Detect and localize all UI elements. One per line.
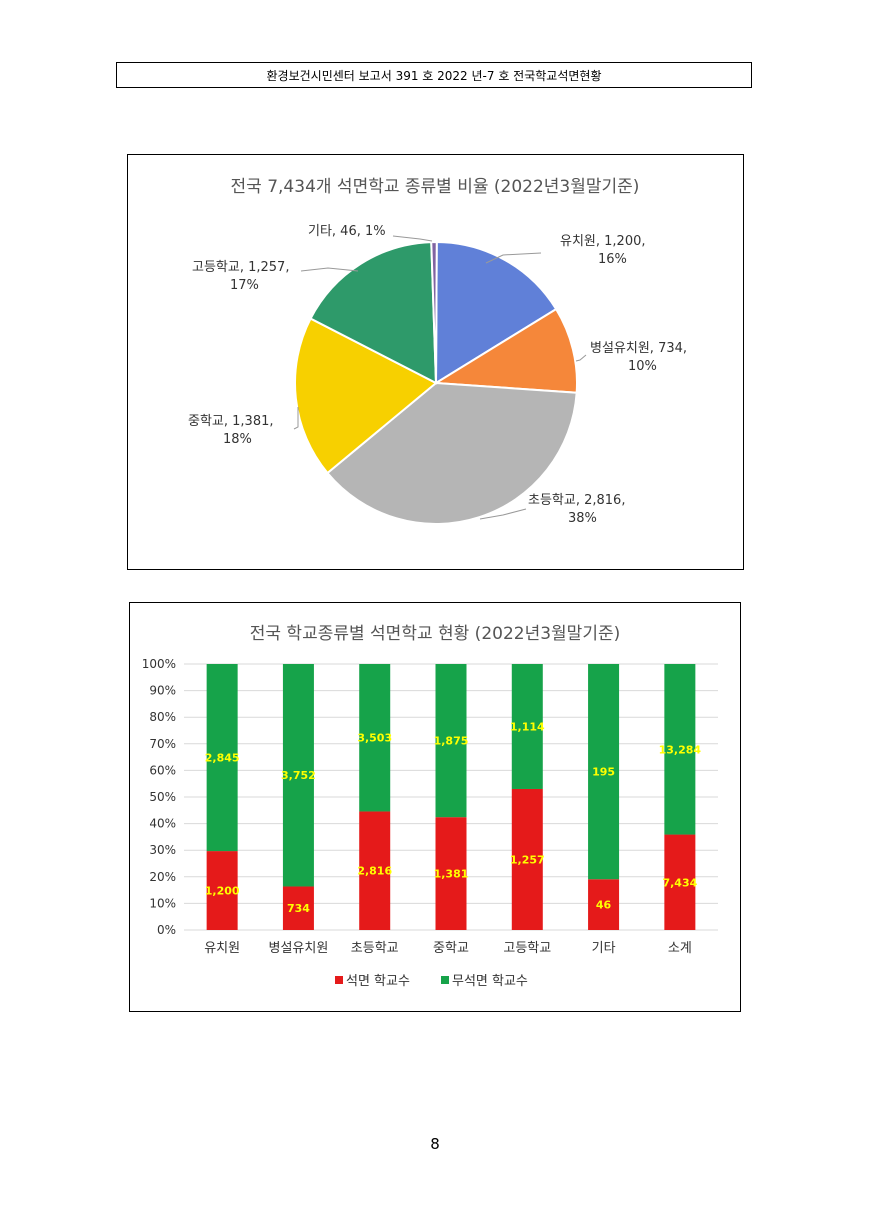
- pie-slice-4: [309, 241, 438, 385]
- bar-label-non-asbestos-6: 13,284: [659, 743, 702, 756]
- bar-non-asbestos-1: [282, 664, 314, 887]
- pie-slice-0: [434, 240, 558, 385]
- pie-leader-line-0: [485, 252, 542, 264]
- bar-x-label-5: 기타: [592, 941, 616, 956]
- pie-label-pct-2: 38%: [568, 511, 597, 526]
- bar-label-asbestos-0: 1,200: [205, 885, 240, 898]
- bar-label-asbestos-3: 1,381: [434, 868, 469, 881]
- bar-non-asbestos-4: [511, 664, 543, 789]
- pie-label-0: 유치원, 1,200,: [560, 234, 646, 249]
- legend-label-asbestos: 석면 학교수: [346, 974, 410, 989]
- pie-label-pct-4: 17%: [230, 278, 259, 293]
- bar-x-label-1: 병설유치원: [269, 941, 329, 956]
- pie-chart: 전국 7,434개 석면학교 종류별 비율 (2022년3월말기준) 유치원, …: [188, 177, 687, 526]
- bar-asbestos-5: [588, 879, 620, 930]
- pie-slice-3: [294, 317, 438, 475]
- bar-x-label-4: 고등학교: [503, 941, 551, 956]
- pie-label-pct-0: 16%: [598, 252, 627, 267]
- bar-non-asbestos-2: [359, 664, 391, 812]
- bar-y-tick-1: 10%: [149, 896, 176, 910]
- legend-swatch-non-asbestos: [441, 976, 449, 984]
- pie-leader-line-3: [293, 407, 299, 430]
- pie-slice-5: [430, 240, 438, 384]
- bar-y-tick-0: 0%: [157, 923, 176, 937]
- pie-leader-line-1: [575, 354, 587, 362]
- bar-label-non-asbestos-2: 3,503: [357, 732, 392, 745]
- bar-chart-title: 전국 학교종류별 석면학교 현황 (2022년3월말기준): [250, 624, 620, 644]
- bar-x-label-2: 초등학교: [351, 941, 399, 956]
- pie-slice-1: [432, 307, 578, 394]
- pie-label-2: 초등학교, 2,816,: [528, 493, 625, 508]
- legend-swatch-asbestos: [335, 976, 343, 984]
- bar-y-tick-7: 70%: [149, 737, 176, 751]
- bar-x-label-6: 소계: [668, 941, 692, 956]
- bar-label-asbestos-1: 734: [287, 902, 310, 915]
- bar-non-asbestos-0: [206, 664, 238, 852]
- bar-non-asbestos-3: [435, 664, 467, 818]
- pie-label-1: 병설유치원, 734,: [590, 341, 687, 356]
- bar-asbestos-6: [664, 834, 696, 930]
- bar-y-tick-5: 50%: [149, 790, 176, 804]
- pie-label-pct-3: 18%: [223, 432, 252, 447]
- pie-chart-frame: 전국 7,434개 석면학교 종류별 비율 (2022년3월말기준) 유치원, …: [127, 154, 744, 570]
- pie-slice-2: [326, 381, 578, 525]
- bar-label-non-asbestos-5: 195: [592, 766, 615, 779]
- bar-label-non-asbestos-3: 1,875: [434, 735, 469, 748]
- bar-label-asbestos-5: 46: [596, 899, 612, 912]
- pie-leader-line-5: [392, 235, 433, 242]
- bar-asbestos-4: [511, 788, 543, 930]
- bar-label-non-asbestos-4: 1,114: [510, 720, 545, 733]
- bar-y-tick-9: 90%: [149, 684, 176, 698]
- bar-label-non-asbestos-0: 2,845: [205, 752, 240, 765]
- bar-asbestos-1: [282, 886, 314, 930]
- bar-label-non-asbestos-1: 3,752: [281, 769, 316, 782]
- bar-y-tick-8: 80%: [149, 710, 176, 724]
- bar-asbestos-3: [435, 817, 467, 930]
- bar-asbestos-0: [206, 851, 238, 930]
- bar-non-asbestos-5: [588, 664, 620, 880]
- report-header: 환경보건시민센터 보고서 391 호 2022 년-7 호 전국학교석면현황: [116, 62, 752, 88]
- pie-chart-title: 전국 7,434개 석면학교 종류별 비율 (2022년3월말기준): [231, 177, 640, 197]
- bar-y-tick-10: 100%: [142, 657, 176, 671]
- bar-label-asbestos-2: 2,816: [357, 865, 392, 878]
- report-header-text: 환경보건시민센터 보고서 391 호 2022 년-7 호 전국학교석면현황: [266, 68, 602, 83]
- pie-leader-line-4: [300, 267, 359, 272]
- pie-label-pct-1: 10%: [628, 359, 657, 374]
- bar-x-label-0: 유치원: [204, 941, 240, 956]
- pie-label-4: 고등학교, 1,257,: [192, 260, 289, 275]
- pie-leader-line-2: [479, 508, 527, 520]
- pie-label-5: 기타, 46, 1%: [308, 224, 386, 239]
- bar-y-tick-6: 60%: [149, 763, 176, 777]
- bar-y-tick-2: 20%: [149, 870, 176, 884]
- bar-chart-frame: 전국 학교종류별 석면학교 현황 (2022년3월말기준) 0% 10% 20% 30…: [129, 602, 741, 1012]
- page-number: 8: [430, 1135, 440, 1153]
- bar-asbestos-2: [359, 811, 391, 930]
- bar-label-asbestos-6: 7,434: [662, 876, 697, 889]
- bar-y-tick-4: 40%: [149, 817, 176, 831]
- bar-label-asbestos-4: 1,257: [510, 853, 545, 866]
- bar-x-label-3: 중학교: [433, 941, 469, 956]
- bar-non-asbestos-6: [664, 664, 696, 835]
- bar-y-tick-3: 30%: [149, 843, 176, 857]
- legend-label-non-asbestos: 무석면 학교수: [452, 974, 528, 989]
- pie-label-3: 중학교, 1,381,: [188, 414, 274, 429]
- bar-chart: 전국 학교종류별 석면학교 현황 (2022년3월말기준) 0% 10% 20% 30…: [142, 624, 718, 989]
